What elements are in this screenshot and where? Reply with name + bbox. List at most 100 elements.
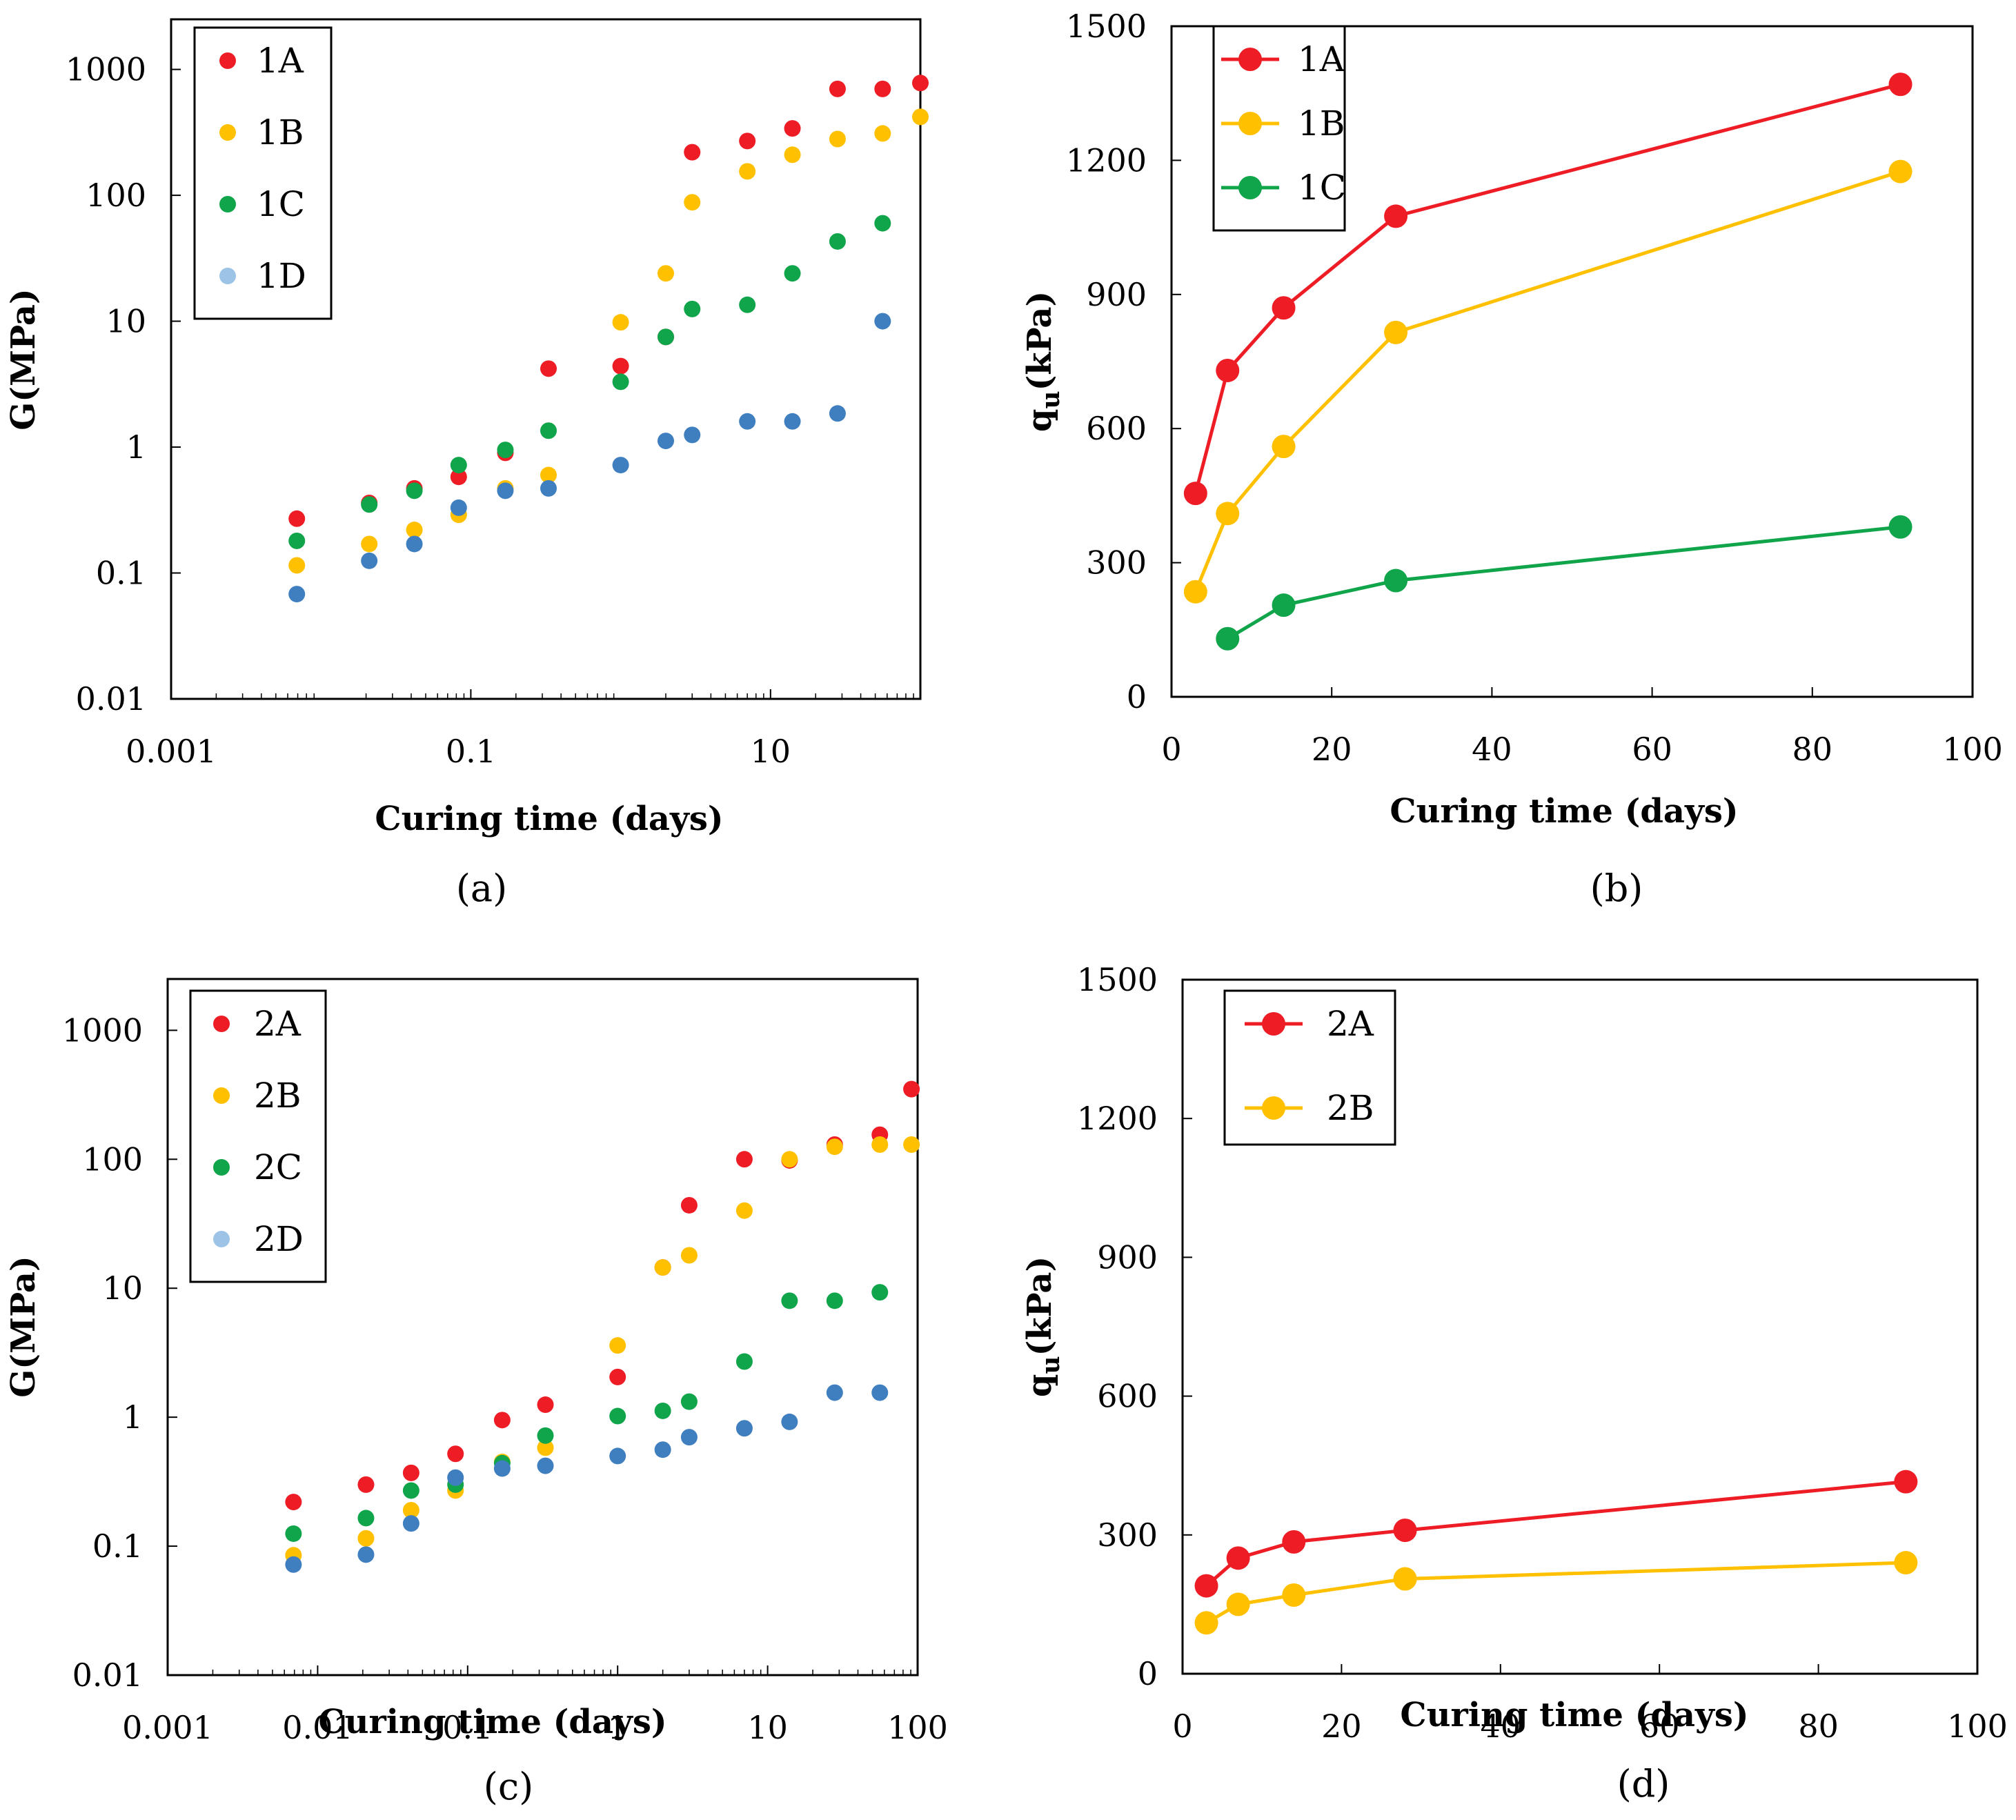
data-point-1B [912, 108, 929, 126]
data-point-2A [1282, 1530, 1306, 1554]
legend-label-1D: 1D [257, 256, 306, 296]
y-tick-label: 600 [1097, 1378, 1158, 1415]
y-label-sub: u [1036, 1356, 1065, 1374]
y-tick-label: 0 [1138, 1655, 1158, 1692]
x-tick-label: 20 [1312, 731, 1352, 768]
data-point-2C [357, 1510, 375, 1527]
data-point-2C [826, 1292, 843, 1309]
data-point-1A [1888, 72, 1913, 97]
data-point-1D [450, 499, 467, 516]
legend-marker-1B [1238, 112, 1262, 135]
legend-label-2B: 2B [254, 1076, 302, 1116]
x-tick-label: 0.001 [126, 733, 217, 770]
x-tick-label: 80 [1792, 731, 1833, 768]
x-tick-label: 0.01 [282, 1709, 353, 1746]
data-point-1C [657, 328, 674, 346]
chart-b: 0 20 40 60 80 100 0 300 600 900 1200 1500 1A 1B 1C Cu… [1020, 8, 2003, 910]
legend: 2A 2B [1223, 989, 1396, 1146]
y-tick-label: 600 [1086, 410, 1147, 447]
data-point-2C [781, 1292, 798, 1309]
data-point-2A [735, 1151, 753, 1168]
x-tick-label: 0 [1161, 731, 1181, 768]
data-point-2A [285, 1494, 302, 1511]
data-point-2A [609, 1368, 626, 1385]
y-label-main: q [1020, 409, 1059, 433]
x-tick-label: 10 [751, 733, 791, 770]
data-point-2D [402, 1515, 419, 1532]
y-tick-label: 10 [102, 1269, 143, 1307]
y-tick-label: 1200 [1066, 141, 1147, 179]
y-tick-label: 0.01 [76, 680, 146, 718]
legend-label-2C: 2C [254, 1147, 302, 1187]
chart-a: 0.001 0.1 10 0.01 0.1 1 10 100 1000 1A 1B 1C 1D Cur… [4, 18, 929, 910]
data-point-2B [357, 1530, 375, 1547]
x-axis-label: Curing time (days) [375, 800, 723, 838]
data-point-1B [784, 146, 801, 164]
legend: 1A 1B 1C [1212, 25, 1346, 232]
data-point-2B [537, 1439, 554, 1456]
data-point-2D [871, 1384, 889, 1401]
legend: 2A 2B 2C 2D [189, 989, 327, 1283]
series-line-2B [1205, 1561, 1906, 1625]
data-point-2D [447, 1469, 464, 1486]
x-tick-label: 60 [1639, 1708, 1680, 1745]
data-point-2B [654, 1259, 671, 1276]
x-tick-label: 40 [1472, 731, 1512, 768]
data-point-1A [1384, 204, 1408, 228]
series-line-1C [1226, 525, 1901, 640]
data-point-2C [871, 1284, 889, 1301]
data-point-2B [871, 1136, 889, 1154]
y-tick-label: 0 [1127, 678, 1147, 715]
data-point-1B [739, 163, 756, 180]
x-tick-label: 40 [1481, 1708, 1521, 1745]
legend-marker-2A [213, 1016, 230, 1032]
data-point-1B [361, 535, 378, 553]
y-tick-label: 100 [86, 177, 146, 214]
data-point-1C [1272, 593, 1296, 617]
data-point-1C [1216, 626, 1240, 651]
x-axis-label: Curing time (days) [1400, 1696, 1748, 1734]
plot-frame [1170, 25, 1974, 698]
data-point-2A [1226, 1546, 1250, 1570]
legend-marker-1C [1238, 176, 1262, 199]
data-point-1A [912, 75, 929, 92]
legend-label-1C: 1C [257, 184, 305, 224]
data-point-1D [684, 426, 701, 444]
data-point-1C [829, 233, 846, 250]
data-point-2A [903, 1080, 920, 1098]
x-axis-label: Curing time (days) [1390, 792, 1738, 831]
data-point-1B [1272, 435, 1296, 459]
x-tick-label: 0.1 [446, 733, 496, 770]
data-point-1A [1272, 296, 1296, 320]
data-point-1B [829, 130, 846, 148]
y-label-rest: (kPa) [1020, 291, 1059, 391]
x-tick-label: 0.1 [442, 1709, 493, 1746]
data-point-1B [540, 466, 557, 484]
legend-marker-1C [219, 196, 236, 212]
data-point-2A [1894, 1470, 1918, 1494]
data-point-1A [540, 360, 557, 377]
legend-label-2B: 2B [1327, 1088, 1374, 1128]
data-point-1B [1888, 159, 1913, 184]
data-point-1B [406, 522, 423, 539]
data-point-2B [781, 1151, 798, 1168]
plot-frame [166, 978, 919, 1676]
y-tick-label: 300 [1097, 1516, 1158, 1554]
data-point-1C [406, 482, 423, 499]
panel-b: 0 20 40 60 80 100 0 300 600 900 1200 1500 1A 1B 1C Cu… [1008, 0, 2016, 910]
data-point-1C [612, 373, 629, 390]
data-point-2D [826, 1384, 843, 1401]
data-point-1C [450, 457, 467, 474]
data-point-1B [657, 265, 674, 282]
data-point-2A [537, 1396, 554, 1414]
x-tick-label: 10 [747, 1709, 788, 1746]
y-tick-label: 900 [1086, 276, 1147, 313]
x-tick-label: 0 [1172, 1708, 1192, 1745]
y-tick-label: 300 [1086, 544, 1147, 582]
data-point-1D [739, 413, 756, 430]
y-label-main: q [1020, 1374, 1059, 1398]
y-axis-label: G(MPa) [4, 288, 43, 430]
x-tick-label: 60 [1632, 731, 1672, 768]
x-tick-label: 100 [1942, 731, 2003, 768]
series-line-2A [1205, 1480, 1906, 1587]
